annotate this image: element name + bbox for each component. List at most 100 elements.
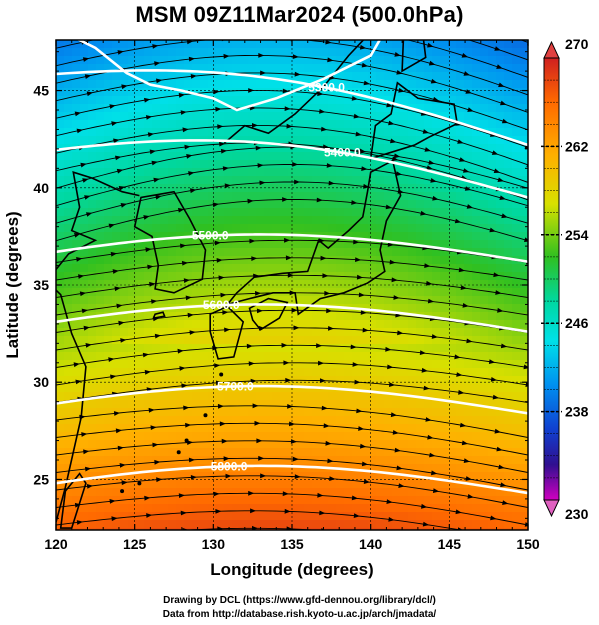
field-cell <box>320 216 329 225</box>
field-cell <box>144 56 153 65</box>
field-cell <box>504 488 513 497</box>
wind-arrow <box>454 218 462 224</box>
field-cell <box>360 344 369 353</box>
field-cell <box>408 200 417 209</box>
field-cell <box>336 112 345 121</box>
wind-arrow <box>152 316 160 322</box>
field-cell <box>128 472 137 481</box>
wind-arrow <box>501 213 508 219</box>
wind-arrow <box>76 128 83 134</box>
field-cell <box>312 168 321 177</box>
field-cell <box>384 488 393 497</box>
field-cell <box>384 472 393 481</box>
wind-arrow <box>187 312 194 318</box>
field-cell <box>432 256 441 265</box>
field-cell <box>80 456 89 465</box>
field-cell <box>296 328 305 337</box>
field-cell <box>160 320 169 329</box>
field-cell <box>136 88 145 97</box>
field-cell <box>144 456 153 465</box>
field-cell <box>272 496 281 505</box>
field-cell <box>128 272 137 281</box>
field-cell <box>488 528 497 530</box>
field-cell <box>472 520 481 529</box>
field-cell <box>224 96 233 105</box>
field-cell <box>112 272 121 281</box>
field-cell <box>128 104 137 113</box>
field-cell <box>264 128 273 137</box>
field-cell <box>64 80 73 89</box>
field-cell <box>104 352 113 361</box>
field-cell <box>456 440 465 449</box>
field-cell <box>112 464 121 473</box>
field-cell <box>200 192 209 201</box>
field-cell <box>432 400 441 409</box>
field-cell <box>56 384 65 393</box>
field-cell <box>200 176 209 185</box>
field-cell <box>64 384 73 393</box>
field-cell <box>456 344 465 353</box>
field-cell <box>200 432 209 441</box>
field-cell <box>64 160 73 169</box>
field-cell <box>136 136 145 145</box>
field-cell <box>256 512 265 521</box>
field-cell <box>384 144 393 153</box>
field-cell <box>464 112 473 121</box>
field-cell <box>512 112 521 121</box>
field-cell <box>176 336 185 345</box>
field-cell <box>272 264 281 273</box>
field-cell <box>152 344 161 353</box>
field-cell <box>344 104 353 113</box>
field-cell <box>296 496 305 505</box>
field-cell <box>512 496 521 505</box>
field-cell <box>384 80 393 89</box>
field-cell <box>456 216 465 225</box>
field-cell <box>256 88 265 97</box>
field-cell <box>384 384 393 393</box>
field-cell <box>104 176 113 185</box>
field-cell <box>336 168 345 177</box>
wind-arrow <box>429 452 436 458</box>
field-cell <box>88 264 97 273</box>
field-cell <box>56 112 65 121</box>
field-cell <box>328 280 337 289</box>
field-cell <box>128 336 137 345</box>
wind-arrow <box>459 422 467 428</box>
field-cell <box>64 192 73 201</box>
wind-arrow <box>86 91 93 97</box>
field-cell <box>400 496 409 505</box>
field-cell <box>280 168 289 177</box>
field-cell <box>344 496 353 505</box>
field-cell <box>384 440 393 449</box>
field-cell <box>376 512 385 521</box>
field-cell <box>216 320 225 329</box>
field-cell <box>352 480 361 489</box>
wind-arrow <box>155 194 162 200</box>
field-cell <box>464 224 473 233</box>
field-cell <box>200 392 209 401</box>
field-cell <box>384 264 393 273</box>
field-cell <box>160 400 169 409</box>
field-cell <box>216 440 225 449</box>
field-cell <box>488 416 497 425</box>
field-cell <box>488 200 497 209</box>
field-cell <box>432 88 441 97</box>
x-tick-label: 145 <box>438 536 462 552</box>
field-cell <box>440 88 449 97</box>
field-cell <box>112 496 121 505</box>
field-cell <box>448 520 457 529</box>
field-cell <box>400 104 409 113</box>
field-cell <box>416 520 425 529</box>
field-cell <box>168 496 177 505</box>
field-cell <box>336 256 345 265</box>
field-cell <box>440 496 449 505</box>
field-cell <box>112 288 121 297</box>
wind-arrow <box>248 88 255 93</box>
field-cell <box>320 288 329 297</box>
field-cell <box>136 120 145 129</box>
field-cell <box>240 160 249 169</box>
field-cell <box>256 312 265 321</box>
field-cell <box>168 248 177 257</box>
field-cell <box>344 480 353 489</box>
field-cell <box>296 184 305 193</box>
